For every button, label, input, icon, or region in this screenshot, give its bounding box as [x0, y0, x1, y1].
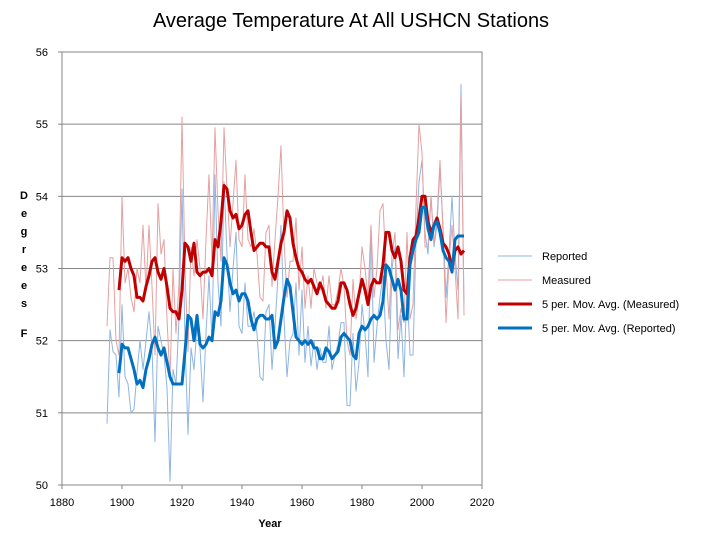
x-tick-label: 1940 [230, 497, 254, 509]
x-tick-label: 1920 [170, 497, 194, 509]
y-axis-label-char: g [21, 226, 28, 238]
y-tick-label: 53 [36, 264, 48, 276]
legend-label: 5 per. Mov. Avg. (Reported) [542, 323, 676, 335]
y-tick-label: 52 [36, 336, 48, 348]
y-axis-label-char: e [21, 280, 27, 292]
series-line-1 [106, 94, 465, 381]
x-tick-label: 2000 [410, 497, 434, 509]
x-axis-label: Year [258, 518, 282, 530]
legend-label: Reported [542, 251, 587, 263]
chart-title: Average Temperature At All USHCN Station… [153, 10, 549, 32]
x-tick-label: 1880 [50, 497, 74, 509]
legend: Reported Measured 5 per. Mov. Avg. (Measur… [498, 251, 679, 335]
legend-label: Measured [542, 275, 591, 287]
y-axis-label-char: r [22, 244, 27, 256]
series-line-3 [117, 205, 464, 390]
x-tick-label: 2020 [470, 497, 494, 509]
y-tick-label: 51 [36, 408, 48, 420]
series-line-2 [117, 184, 466, 321]
x-tick-label: 1980 [350, 497, 374, 509]
y-tick-label: 54 [36, 191, 48, 203]
legend-label: 5 per. Mov. Avg. (Measured) [542, 299, 679, 311]
y-axis-label-char: e [21, 262, 27, 274]
x-axis: 1880 1900 1920 1940 1960 1980 2000 2020 [50, 485, 494, 509]
y-axis-label-char: F [21, 328, 28, 340]
x-tick-label: 1960 [290, 497, 314, 509]
y-axis-label-char: e [21, 208, 27, 220]
y-tick-label: 55 [36, 119, 48, 131]
series-lines [106, 84, 466, 482]
y-tick-label: 50 [36, 480, 48, 492]
y-axis-label-char: D [20, 190, 28, 202]
x-tick-label: 1900 [110, 497, 134, 509]
y-axis: 50 51 52 53 54 55 56 [36, 47, 62, 492]
y-tick-label: 56 [36, 47, 48, 59]
series-line-0 [106, 84, 465, 482]
y-axis-label-char: s [21, 298, 27, 310]
